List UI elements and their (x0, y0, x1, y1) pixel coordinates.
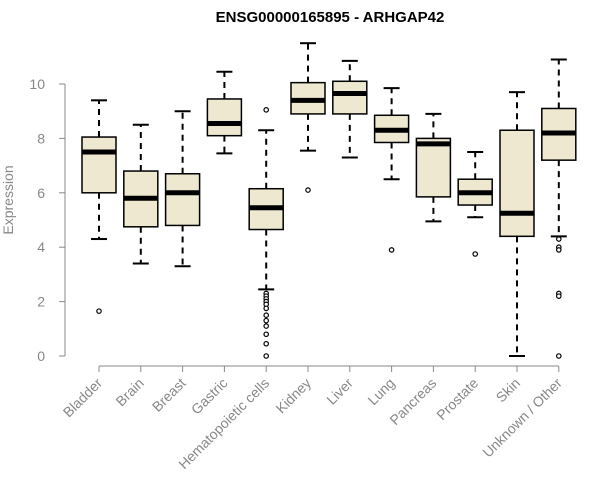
outlier-point (305, 187, 311, 193)
x-tick-label: Bladder (60, 375, 106, 421)
iqr-box (499, 129, 535, 238)
outlier-point (263, 323, 270, 329)
y-tick-label: 6 (37, 185, 45, 201)
x-tick-label: Unknown / Other (479, 375, 565, 461)
boxes-layer (81, 42, 577, 359)
outlier-point (263, 340, 270, 347)
outlier-point (263, 305, 270, 312)
y-tick-label: 0 (37, 348, 45, 364)
x-tick-label: Kidney (273, 375, 315, 417)
outlier-point (472, 251, 479, 257)
x-tick-label: Breast (149, 375, 189, 415)
x-tick-label: Lung (364, 375, 397, 408)
outlier-point (96, 308, 102, 314)
box-liver (332, 59, 368, 159)
outlier-point (555, 247, 562, 253)
x-tick-label: Liver (323, 375, 356, 408)
chart-title: ENSG00000165895 - ARHGAP42 (216, 9, 445, 26)
box-gastric (206, 70, 243, 155)
outlier-point (555, 236, 562, 242)
outlier-point (555, 293, 562, 299)
iqr-box (164, 173, 201, 227)
box-pancreas (415, 112, 452, 223)
box-hematopoietic-cells (248, 107, 284, 359)
iqr-box (332, 80, 368, 115)
outlier-point (263, 331, 270, 338)
outlier-point (263, 317, 270, 324)
y-tick-label: 8 (37, 130, 45, 146)
x-tick-label: Brain (112, 375, 146, 409)
box-unknown-other (541, 58, 577, 359)
box-brain (123, 123, 159, 265)
box-lung (373, 87, 410, 253)
y-tick-label: 4 (37, 239, 45, 255)
iqr-box (81, 136, 117, 194)
x-tick-label: Skin (493, 375, 524, 406)
y-axis: 0 2 4 6 8 10 (29, 76, 66, 364)
outlier-point (263, 312, 270, 319)
box-kidney (290, 42, 326, 193)
box-bladder (81, 99, 117, 314)
outlier-point (263, 107, 270, 113)
iqr-box (415, 137, 452, 198)
y-axis-title: Expression (0, 165, 16, 234)
y-tick-label: 2 (37, 294, 45, 310)
outlier-point (555, 353, 562, 359)
box-prostate (457, 151, 493, 257)
iqr-box (206, 98, 243, 137)
box-skin (499, 91, 535, 357)
box-breast (164, 110, 201, 268)
y-tick-label: 10 (29, 76, 45, 92)
outlier-point (263, 353, 270, 359)
outlier-point (388, 247, 395, 253)
x-tick-label: Prostate (433, 375, 481, 423)
